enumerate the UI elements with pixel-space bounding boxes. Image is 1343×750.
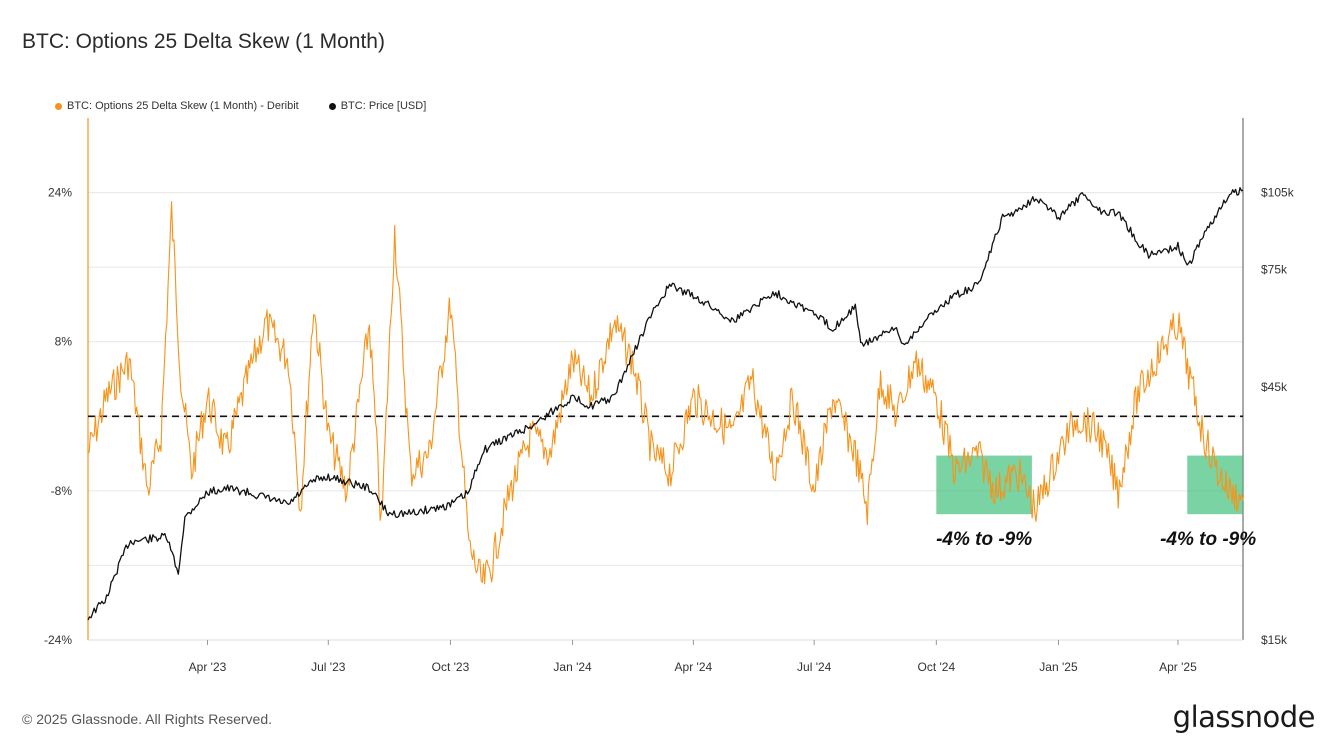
- x-tick-label: Oct '23: [432, 660, 470, 674]
- annotation-zone: [936, 455, 1032, 515]
- legend-item-price[interactable]: BTC: Price [USD]: [328, 100, 427, 112]
- x-tick-label: Jan '24: [553, 660, 592, 674]
- y-right-tick-label: $45k: [1261, 380, 1288, 394]
- chart-title: BTC: Options 25 Delta Skew (1 Month): [22, 30, 385, 53]
- y-left-tick-label: 24%: [48, 186, 72, 200]
- legend-dot-skew: [55, 102, 62, 110]
- x-tick-label: Jul '23: [311, 660, 346, 674]
- x-tick-label: Jan '25: [1039, 660, 1078, 674]
- annotation-label: -4% to -9%: [1160, 529, 1256, 550]
- legend-dot-price: [328, 102, 336, 110]
- y-left-tick-label: -24%: [44, 633, 72, 647]
- x-tick-label: Jul '24: [797, 660, 832, 674]
- x-tick-label: Apr '23: [189, 660, 227, 674]
- copyright-text: © 2025 Glassnode. All Rights Reserved.: [22, 711, 273, 727]
- y-right-tick-label: $75k: [1261, 263, 1288, 277]
- legend: BTC: Options 25 Delta Skew (1 Month) - D…: [55, 100, 426, 112]
- y-right-tick-label: $15k: [1261, 633, 1288, 647]
- skew-series-line: [87, 201, 1244, 585]
- legend-label-price: BTC: Price [USD]: [340, 100, 427, 112]
- x-tick-label: Apr '24: [675, 660, 713, 674]
- x-tick-label: Apr '25: [1159, 660, 1197, 674]
- x-tick-label: Oct '24: [918, 660, 956, 674]
- legend-label-skew: BTC: Options 25 Delta Skew (1 Month) - D…: [67, 100, 299, 112]
- glassnode-logo: glassnode: [1172, 700, 1316, 734]
- annotation-label: -4% to -9%: [936, 529, 1032, 550]
- y-left-tick-label: -8%: [51, 484, 73, 498]
- legend-item-skew[interactable]: BTC: Options 25 Delta Skew (1 Month) - D…: [55, 100, 299, 112]
- y-left-tick-label: 8%: [55, 335, 73, 349]
- price-series-line: [87, 187, 1244, 621]
- y-right-tick-label: $105k: [1261, 185, 1295, 199]
